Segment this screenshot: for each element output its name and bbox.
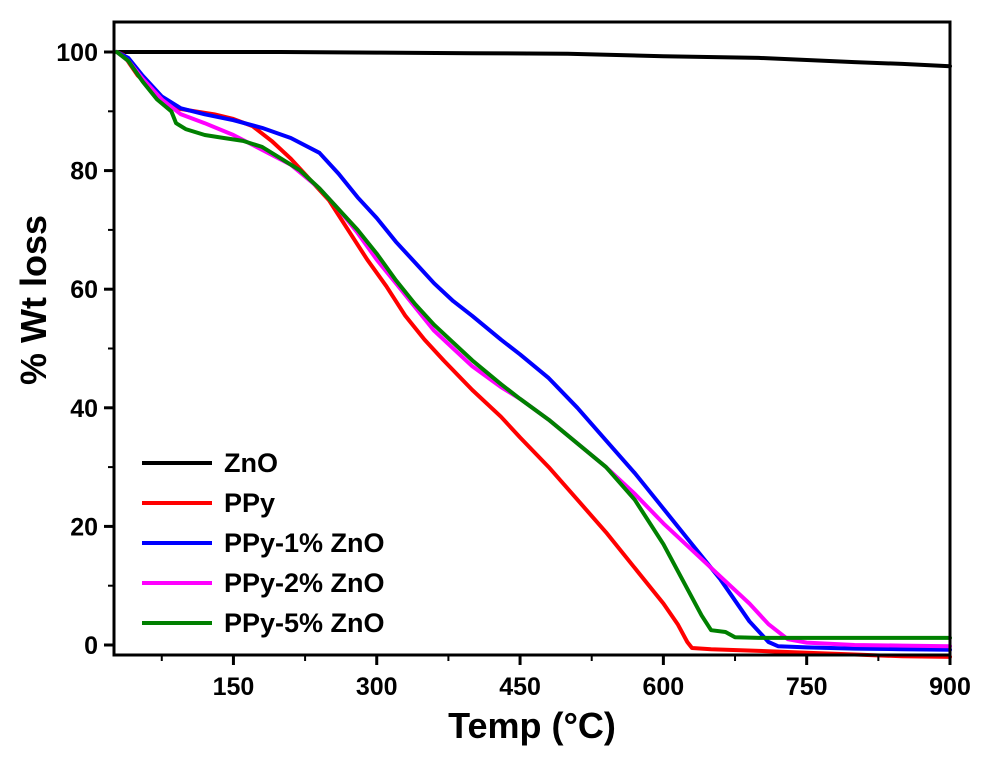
y-tick-label: 40: [70, 395, 98, 423]
y-tick-label: 80: [70, 158, 98, 186]
series-line-0: [114, 50, 952, 69]
legend-label: PPy-5% ZnO: [224, 608, 385, 638]
y-tick-label: 0: [84, 632, 98, 660]
x-axis-label: Temp (°C): [448, 705, 616, 746]
x-axis: 150 300 450 600 750 900: [160, 655, 971, 701]
x-tick-label: 600: [643, 673, 685, 701]
legend-label: PPy: [224, 488, 275, 518]
y-axis: 0 20 40 60 80 100: [56, 39, 114, 660]
legend-label: ZnO: [224, 448, 278, 478]
y-tick-label: 100: [56, 39, 98, 67]
series-line-2: [114, 50, 952, 652]
y-axis-label: % Wt loss: [13, 215, 54, 385]
x-tick-label: 150: [213, 673, 255, 701]
y-tick-label: 20: [70, 513, 98, 541]
plot-lines: [114, 50, 952, 659]
x-tick-label: 450: [499, 673, 541, 701]
legend: ZnO PPy PPy-1% ZnO PPy-2% ZnO PPy-5% ZnO: [142, 448, 385, 638]
series-line-4: [114, 50, 952, 640]
x-tick-label: 900: [929, 673, 971, 701]
y-tick-label: 60: [70, 276, 98, 304]
x-tick-label: 300: [356, 673, 398, 701]
legend-label: PPy-2% ZnO: [224, 568, 385, 598]
legend-label: PPy-1% ZnO: [224, 528, 385, 558]
plot-frame: [112, 20, 952, 657]
series-line-3: [114, 50, 952, 649]
x-tick-label: 750: [786, 673, 828, 701]
